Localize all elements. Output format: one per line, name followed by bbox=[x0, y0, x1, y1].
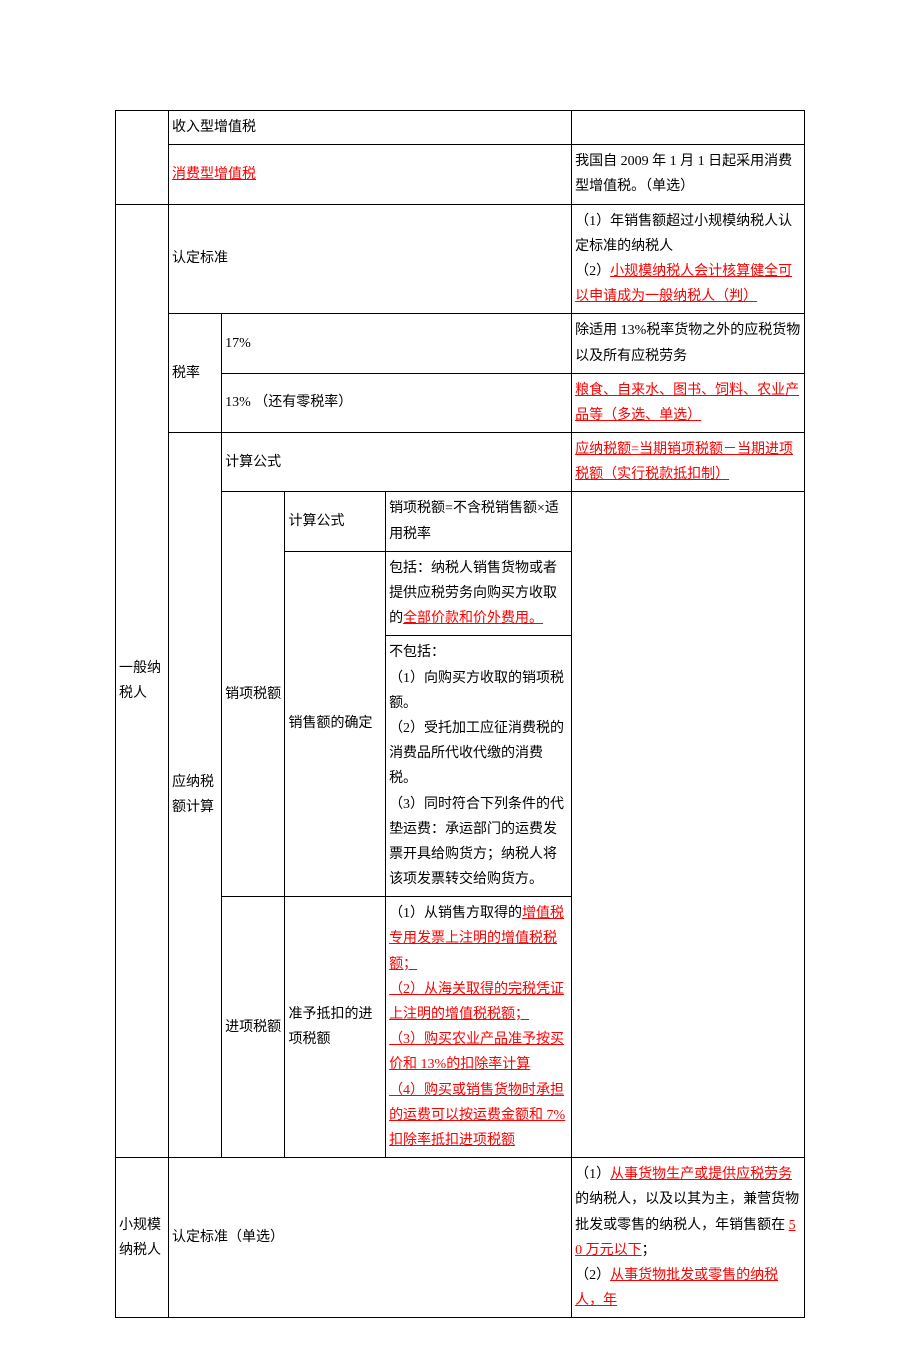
table-row: 消费型增值税 我国自 2009 年 1 月 1 日起采用消费型增值税。（单选） bbox=[116, 145, 805, 204]
link-text: （3）购买农业产品准予按买价和 13%的扣除率计算 bbox=[389, 1032, 564, 1072]
cell-small-scale: 小规模纳税人 bbox=[116, 1158, 169, 1318]
link-text: 消费型增值税 bbox=[172, 167, 256, 182]
text: ； bbox=[642, 1243, 656, 1258]
cell-output-tax: 销项税额 bbox=[222, 492, 285, 897]
cell-blank bbox=[572, 111, 805, 145]
cell-blank bbox=[116, 111, 169, 205]
cell-consumption-desc: 我国自 2009 年 1 月 1 日起采用消费型增值税。（单选） bbox=[572, 145, 805, 204]
link-text: 全部价款和价外费用。 bbox=[403, 611, 543, 626]
text: 的纳税人，以及以其为主，兼营货物批发或零售的纳税人，年销售额在 bbox=[575, 1192, 799, 1232]
cell-blank bbox=[572, 492, 805, 1158]
document-page: 收入型增值税 消费型增值税 我国自 2009 年 1 月 1 日起采用消费型增值… bbox=[0, 0, 920, 1358]
text: （2） bbox=[575, 264, 610, 279]
link-text: 从事货物生产或提供应税劳务 bbox=[610, 1167, 792, 1182]
table-row: 应纳税额计算 计算公式 应纳税额=当期销项税额－当期进项税额（实行税款抵扣制） bbox=[116, 433, 805, 492]
cell-formula-desc: 应纳税额=当期销项税额－当期进项税额（实行税款抵扣制） bbox=[572, 433, 805, 492]
cell-income-vat: 收入型增值税 bbox=[169, 111, 572, 145]
cell-formula: 计算公式 bbox=[222, 433, 572, 492]
link-text: 应纳税额=当期销项税额－当期进项税额（实行税款抵扣制） bbox=[575, 442, 793, 482]
cell-calc-formula: 计算公式 bbox=[285, 492, 386, 551]
table-row: 税率 17% 除适用 13%税率货物之外的应税货物以及所有应税劳务 bbox=[116, 314, 805, 373]
cell-tax-rate: 税率 bbox=[169, 314, 222, 433]
cell-deductible: 准予抵扣的进项税额 bbox=[285, 897, 386, 1158]
table-row: 一般纳税人 认定标准 （1）年销售额超过小规模纳税人认定标准的纳税人 （2）小规… bbox=[116, 204, 805, 314]
table-row: 收入型增值税 bbox=[116, 111, 805, 145]
cell-recognition-desc: （1）年销售额超过小规模纳税人认定标准的纳税人 （2）小规模纳税人会计核算健全可… bbox=[572, 204, 805, 314]
cell-deductible-desc: （1）从销售方取得的增值税专用发票上注明的增值税税额； （2）从海关取得的完税凭… bbox=[386, 897, 572, 1158]
cell-calc-formula-desc: 销项税额=不含税销售额×适用税率 bbox=[386, 492, 572, 551]
link-text: （2）从海关取得的完税凭证上注明的增值税税额； bbox=[389, 982, 564, 1022]
cell-small-desc: （1）从事货物生产或提供应税劳务的纳税人，以及以其为主，兼营货物批发或零售的纳税… bbox=[572, 1158, 805, 1318]
link-text: 粮食、自来水、图书、饲料、农业产品等（多选、单选） bbox=[575, 383, 799, 423]
link-text: （4）购买或销售货物时承担的运费可以按运费金额和 7%扣除率抵扣进项税额 bbox=[389, 1083, 565, 1148]
cell-small-std: 认定标准（单选） bbox=[169, 1158, 572, 1318]
cell-sales-determine: 销售额的确定 bbox=[285, 551, 386, 896]
text: （1）从销售方取得的 bbox=[389, 906, 522, 921]
table-row: 小规模纳税人 认定标准（单选） （1）从事货物生产或提供应税劳务的纳税人，以及以… bbox=[116, 1158, 805, 1318]
cell-payable-calc: 应纳税额计算 bbox=[169, 433, 222, 1158]
cell-rate-13: 13% （还有零税率） bbox=[222, 373, 572, 432]
text: （1） bbox=[575, 1167, 610, 1182]
cell-consumption-vat: 消费型增值税 bbox=[169, 145, 572, 204]
cell-input-tax: 进项税额 bbox=[222, 897, 285, 1158]
cell-rate-17-desc: 除适用 13%税率货物之外的应税货物以及所有应税劳务 bbox=[572, 314, 805, 373]
text: （1）年销售额超过小规模纳税人认定标准的纳税人 bbox=[575, 214, 792, 254]
cell-rate-13-desc: 粮食、自来水、图书、饲料、农业产品等（多选、单选） bbox=[572, 373, 805, 432]
cell-general-taxpayer: 一般纳税人 bbox=[116, 204, 169, 1158]
cell-recognition-std: 认定标准 bbox=[169, 204, 572, 314]
cell-rate-17: 17% bbox=[222, 314, 572, 373]
cell-sales-include: 包括：纳税人销售货物或者提供应税劳务向购买方收取的全部价款和价外费用。 bbox=[386, 551, 572, 636]
cell-sales-exclude: 不包括： （1）向购买方收取的销项税额。 （2）受托加工应征消费税的消费品所代收… bbox=[386, 636, 572, 897]
text: （2） bbox=[575, 1268, 610, 1283]
tax-table: 收入型增值税 消费型增值税 我国自 2009 年 1 月 1 日起采用消费型增值… bbox=[115, 110, 805, 1318]
